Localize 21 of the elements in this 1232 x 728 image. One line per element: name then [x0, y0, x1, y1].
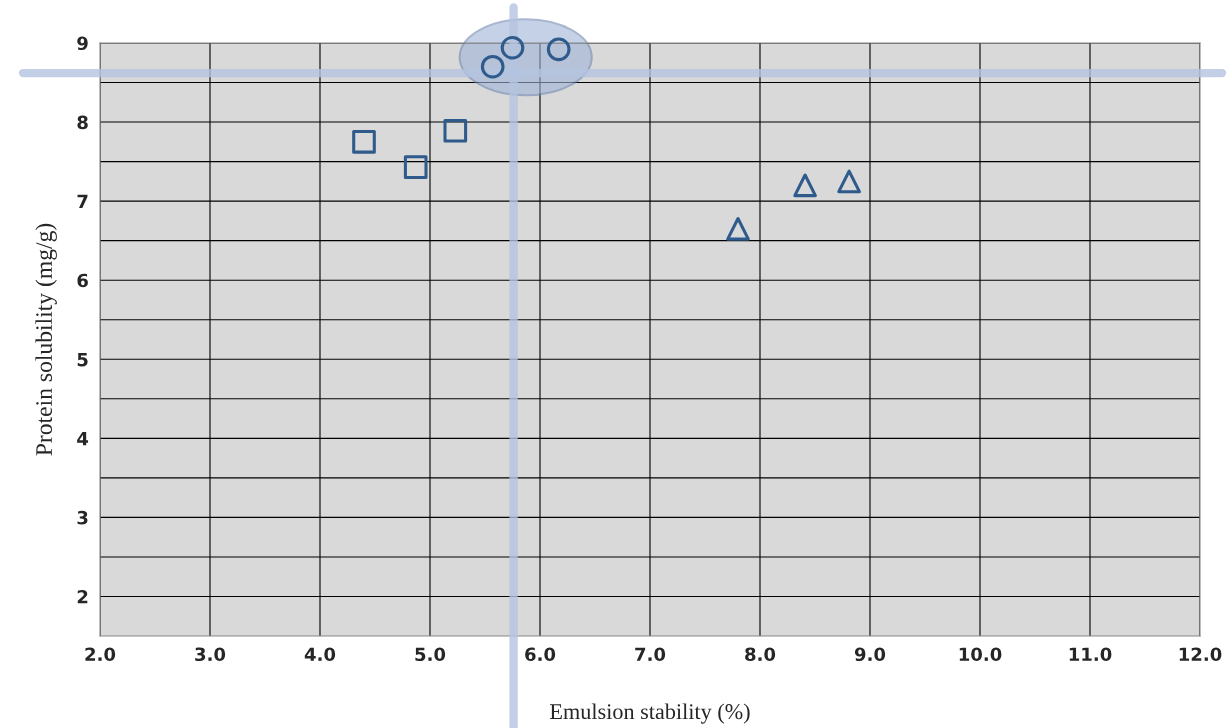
y-tick-label: 2	[77, 589, 88, 604]
x-tick-label: 8.0	[745, 647, 776, 662]
y-tick-label: 3	[77, 510, 88, 525]
y-tick-label: 8	[77, 115, 88, 130]
x-tick-label: 3.0	[195, 647, 226, 662]
x-tick-label: 9.0	[854, 647, 886, 662]
y-tick-label: 7	[77, 194, 88, 208]
y-axis-title: Protein solubility (mg/g)	[35, 223, 57, 456]
x-tick-label: 4.0	[304, 647, 336, 662]
x-axis-title: Emulsion stability (%)	[550, 703, 750, 724]
x-tick-label: 12.0	[1179, 647, 1222, 662]
x-tick-label: 10.0	[959, 647, 1002, 662]
y-tick-label: 9	[77, 36, 88, 51]
y-tick-label: 6	[77, 273, 88, 288]
x-tick-label: 5.0	[415, 647, 446, 662]
y-tick-label: 4	[77, 432, 89, 446]
x-tick-label: 7.0	[635, 647, 666, 662]
x-tick-label: 2.0	[85, 647, 116, 662]
x-tick-label: 11.0	[1069, 647, 1112, 662]
x-tick-label: 6.0	[525, 647, 556, 662]
y-tick-label: 5	[77, 352, 88, 367]
